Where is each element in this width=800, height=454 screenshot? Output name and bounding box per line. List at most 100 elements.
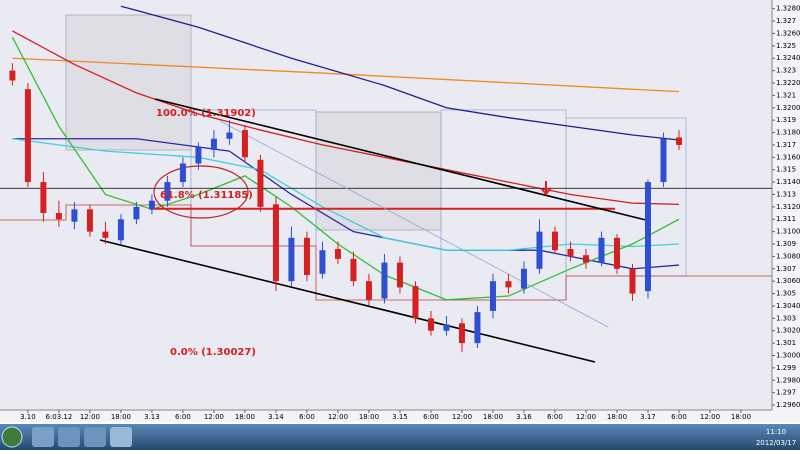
y-tick-label: 1.3260 <box>776 29 800 37</box>
price-axis <box>772 0 800 422</box>
y-tick-label: 1.299 <box>776 364 796 372</box>
candle-body <box>551 231 558 251</box>
candle-body <box>365 281 372 300</box>
candle-body <box>567 248 574 257</box>
fib-0-label: 0.0% (1.30027) <box>170 347 256 358</box>
highlight-ellipse <box>153 165 249 219</box>
candle-body <box>164 182 171 201</box>
y-tick-label: 1.3280 <box>776 5 800 13</box>
y-tick-label: 1.3020 <box>776 327 800 335</box>
upper-trendline <box>154 98 651 222</box>
y-tick-label: 1.297 <box>776 389 796 397</box>
candle-body <box>319 250 326 274</box>
period-boxes <box>65 14 442 231</box>
candle-body <box>86 209 93 232</box>
taskbar-app[interactable] <box>110 427 132 447</box>
candles <box>9 63 682 353</box>
y-tick-label: 1.3220 <box>776 79 800 87</box>
y-tick-label: 1.3080 <box>776 252 800 260</box>
y-tick-label: 1.3180 <box>776 129 800 137</box>
indicator-line <box>11 36 680 301</box>
candle-body <box>350 258 357 282</box>
indicator-lines <box>11 5 680 301</box>
start-button[interactable] <box>1 426 23 448</box>
x-tick-label: 18:00 <box>483 413 503 421</box>
taskbar-app[interactable] <box>84 427 106 447</box>
indicator-line <box>12 57 680 93</box>
y-tick-label: 1.319 <box>776 116 796 124</box>
clock-time: 11:10 <box>766 428 786 436</box>
candle-body <box>9 70 16 81</box>
y-tick-label: 1.313 <box>776 190 796 198</box>
y-tick-label: 1.323 <box>776 67 796 75</box>
candle-body <box>133 206 140 220</box>
candle-body <box>458 323 465 344</box>
y-tick-label: 1.3000 <box>776 351 800 359</box>
y-tick-label: 1.325 <box>776 42 796 50</box>
x-tick-label: 3.17 <box>640 413 656 421</box>
y-tick-label: 1.3100 <box>776 228 800 236</box>
y-tick-label: 1.301 <box>776 339 796 347</box>
y-tick-label: 1.3160 <box>776 153 800 161</box>
down-arrow <box>540 181 552 196</box>
candle-body <box>489 281 496 311</box>
x-tick-label: 6:00 <box>423 413 439 421</box>
y-tick-label: 1.321 <box>776 91 796 99</box>
candle-body <box>396 262 403 288</box>
candle-body <box>334 248 341 259</box>
candle-body <box>24 89 31 183</box>
indicator-line <box>12 138 680 251</box>
candle-body <box>179 163 186 183</box>
y-tick-label: 1.3140 <box>776 178 800 186</box>
y-tick-label: 1.315 <box>776 166 796 174</box>
x-tick-label: 3.15 <box>392 413 408 421</box>
taskbar-app[interactable] <box>58 427 80 447</box>
y-tick-label: 1.3040 <box>776 302 800 310</box>
candle-body <box>272 204 279 282</box>
y-tick-label: 1.2960 <box>776 401 800 409</box>
candle-body <box>226 132 233 139</box>
x-tick-label: 3.16 <box>516 413 532 421</box>
candle-body <box>288 237 295 282</box>
x-tick-label: 18:00 <box>731 413 751 421</box>
candle-body <box>55 213 62 220</box>
candle-body <box>582 255 589 263</box>
fib-618-label: 61.8% (1.31185) <box>160 190 253 201</box>
x-tick-label: 6:00 <box>671 413 687 421</box>
fib-diagonal <box>219 120 609 328</box>
candle-body <box>536 231 543 269</box>
candle-body <box>241 130 248 158</box>
x-tick-label: 12:00 <box>328 413 348 421</box>
x-tick-label: 12:00 <box>452 413 472 421</box>
candle-body <box>102 231 109 238</box>
x-tick-label: 12:00 <box>80 413 100 421</box>
indicator-line <box>12 30 680 206</box>
pivot-steps <box>0 204 772 301</box>
clock-date: 2012/03/17 <box>756 439 796 447</box>
candle-body <box>117 219 124 241</box>
candle-body <box>381 262 388 299</box>
x-tick-label: 3.14 <box>268 413 284 421</box>
taskbar-app[interactable] <box>32 427 54 447</box>
indicator-line <box>120 5 680 141</box>
x-tick-label: 6:00 <box>547 413 563 421</box>
candle-body <box>644 182 651 292</box>
x-tick-label: 6:03.12 <box>45 413 72 421</box>
candle-body <box>474 312 481 344</box>
y-tick-label: 1.3240 <box>776 54 800 62</box>
candle-body <box>210 138 217 150</box>
y-tick-label: 1.307 <box>776 265 796 273</box>
y-tick-label: 1.317 <box>776 141 796 149</box>
y-tick-label: 1.305 <box>776 290 796 298</box>
candle-body <box>520 268 527 289</box>
y-tick-label: 1.309 <box>776 240 796 248</box>
x-tick-label: 12:00 <box>700 413 720 421</box>
x-tick-label: 12:00 <box>576 413 596 421</box>
candle-body <box>443 324 450 331</box>
x-tick-label: 18:00 <box>359 413 379 421</box>
candle-body <box>257 159 264 207</box>
x-tick-label: 6:00 <box>299 413 315 421</box>
y-tick-label: 1.2980 <box>776 376 800 384</box>
candle-body <box>412 286 419 319</box>
